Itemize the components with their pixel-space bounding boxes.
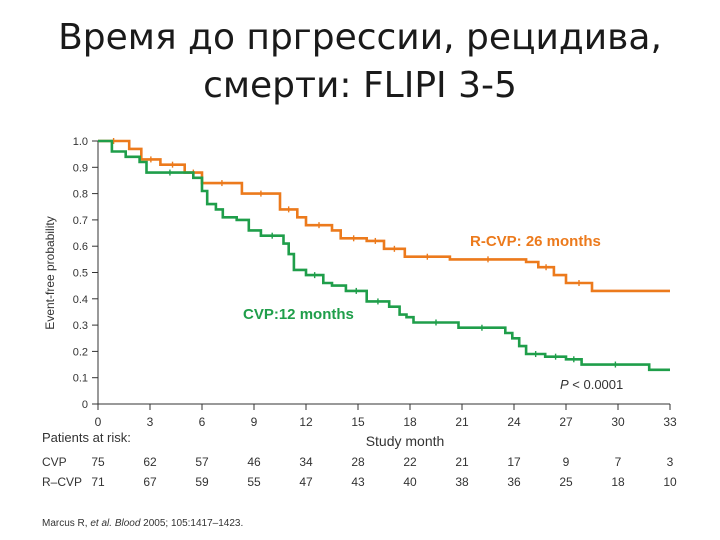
x-tick-label: 9	[251, 415, 258, 429]
risk-table: CVP 75 62 57 46 34 28 22 21 17 9 7 3 R–CVP 71 67 59 55 47 4…	[42, 455, 677, 489]
y-tick-label: 0.1	[73, 373, 88, 385]
risk-value: 47	[299, 475, 313, 489]
p-value-text: < 0.0001	[569, 377, 624, 392]
y-tick-label: 0.2	[73, 346, 88, 358]
y-tick-label: 0.4	[73, 294, 88, 306]
y-tick-label: 0.7	[73, 215, 88, 227]
curve-r-cvp	[98, 139, 670, 293]
citation-etal: et al.	[90, 518, 112, 529]
x-tick-label: 24	[507, 415, 521, 429]
risk-value: 22	[403, 455, 417, 469]
risk-table-header: Patients at risk:	[42, 430, 131, 445]
cvp-median-label: CVP:12 months	[243, 306, 354, 323]
x-tick-label: 30	[611, 415, 625, 429]
citation-journal: Blood	[115, 518, 141, 529]
x-tick-label: 3	[147, 415, 154, 429]
x-tick-label: 6	[199, 415, 206, 429]
y-tick-label: 0.3	[73, 320, 88, 332]
risk-value: 3	[667, 455, 674, 469]
y-tick-label: 0.6	[73, 241, 88, 253]
risk-value: 62	[143, 455, 157, 469]
risk-value: 46	[247, 455, 261, 469]
risk-value: 59	[195, 475, 209, 489]
risk-value: 18	[611, 475, 625, 489]
risk-value: 71	[91, 475, 105, 489]
risk-value: 28	[351, 455, 365, 469]
risk-value: 67	[143, 475, 157, 489]
slide-title: Время до пргрессии, рецидива, смерти: FL…	[0, 14, 720, 110]
x-tick-label: 12	[299, 415, 313, 429]
title-line-1: Время до пргрессии, рецидива,	[58, 17, 662, 58]
risk-value: 40	[403, 475, 417, 489]
risk-value: 10	[663, 475, 677, 489]
x-tick-label: 18	[403, 415, 417, 429]
y-tick-label: 0	[82, 399, 88, 411]
x-tick-label: 33	[663, 415, 677, 429]
risk-value: 21	[455, 455, 469, 469]
y-ticks: 0 0.1 0.2 0.3 0.4 0.5 0.6 0.7 0.8 0.9 1.0	[73, 136, 98, 411]
risk-value: 17	[507, 455, 521, 469]
risk-value: 43	[351, 475, 365, 489]
risk-row-label: CVP	[42, 455, 67, 469]
risk-value: 9	[563, 455, 570, 469]
y-tick-label: 1.0	[73, 136, 88, 148]
risk-value: 57	[195, 455, 209, 469]
risk-value: 34	[299, 455, 313, 469]
y-axis-label: Event-free probability	[43, 216, 57, 329]
risk-value: 55	[247, 475, 261, 489]
p-value-label: P < 0.0001	[560, 377, 623, 392]
risk-value: 38	[455, 475, 469, 489]
x-axis-label: Study month	[366, 433, 445, 449]
rcvp-median-label: R-CVP: 26 months	[470, 233, 601, 250]
x-tick-label: 0	[95, 415, 102, 429]
p-value-prefix: P	[560, 377, 569, 392]
x-tick-label: 21	[455, 415, 469, 429]
y-tick-label: 0.8	[73, 189, 88, 201]
risk-value: 7	[615, 455, 622, 469]
survival-curves	[98, 138, 670, 372]
title-line-2: смерти: FLIPI 3-5	[203, 65, 517, 106]
risk-row-label: R–CVP	[42, 475, 82, 489]
x-tick-label: 27	[559, 415, 573, 429]
citation-authors: Marcus R,	[42, 518, 90, 529]
risk-value: 36	[507, 475, 521, 489]
curve-cvp	[98, 139, 670, 372]
citation: Marcus R, et al. Blood 2005; 105:1417–14…	[42, 518, 243, 529]
y-tick-label: 0.5	[73, 268, 88, 280]
risk-value: 75	[91, 455, 105, 469]
citation-details: 2005; 105:1417–1423.	[140, 518, 243, 529]
x-ticks: 0 3 6 9 12 15 18 21 24 27 30 33	[95, 404, 677, 429]
risk-value: 25	[559, 475, 573, 489]
y-tick-label: 0.9	[73, 162, 88, 174]
x-tick-label: 15	[351, 415, 365, 429]
